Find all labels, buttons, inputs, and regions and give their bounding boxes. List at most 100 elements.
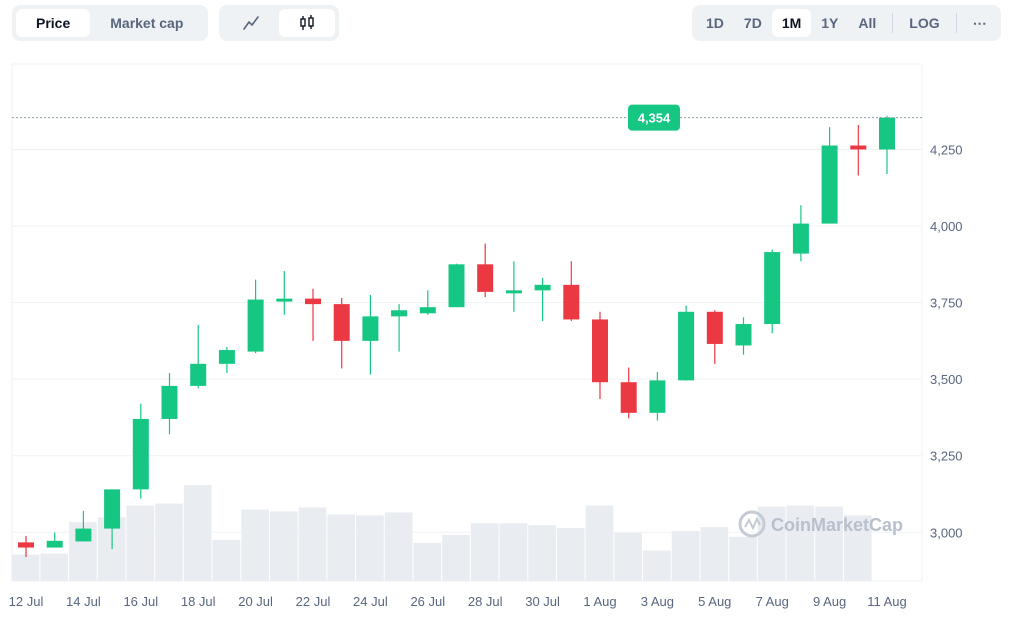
candle-body [75,528,92,542]
volume-bar [298,507,327,581]
candle-body [764,252,781,325]
current-price-marker: 4,354 [12,104,922,131]
volume-bar [671,531,700,581]
volume-bar [700,527,729,581]
candle-body [620,382,637,413]
y-tick-label: 4,250 [930,142,963,157]
candle-body [706,311,723,344]
x-tick-label: 22 Jul [296,594,331,609]
volume-bar [786,505,815,581]
volume-bar [585,505,614,581]
watermark-text: CoinMarketCap [771,515,903,535]
volume-bar [413,542,442,581]
x-tick-label: 26 Jul [410,594,445,609]
candle-body [247,299,264,352]
candle-body [477,264,494,292]
x-tick-label: 14 Jul [66,594,101,609]
candle-body [534,284,551,291]
volume-bar [528,525,556,581]
candle-body [419,307,436,314]
candle-body [735,324,752,346]
range-1m-button[interactable]: 1M [771,9,812,37]
x-tick-label: 11 Aug [867,594,907,609]
candle-body [850,145,867,150]
line-chart-button[interactable] [223,9,279,37]
x-tick-label: 18 Jul [181,594,216,609]
candle-body [46,540,63,548]
chart-type-toggle [219,5,339,41]
volume-bar [729,536,757,581]
volume-bars [11,484,872,581]
price-marketcap-toggle: Price Market cap [12,5,208,41]
volume-bar [327,514,356,581]
x-tick-label: 3 Aug [641,594,674,609]
volume-bar [183,484,212,581]
coinmarketcap-logo-icon [738,510,766,538]
candle-body [448,264,465,308]
volume-bar [212,539,241,581]
volume-bar [499,523,528,581]
volume-bar [556,528,585,581]
candle-body [678,311,695,381]
y-tick-label: 3,500 [930,372,963,387]
tab-market-cap[interactable]: Market cap [110,15,184,31]
current-price-label: 4,354 [638,111,671,126]
candlestick-icon [300,15,314,30]
candlestick-button[interactable] [279,9,335,37]
volume-bar [442,534,470,581]
range-1d-button[interactable]: 1D [706,15,724,31]
volume-bar [356,515,384,581]
line-chart-icon [243,16,259,30]
x-tick-label: 7 Aug [756,594,789,609]
x-tick-label: 9 Aug [813,594,846,609]
range-all-button[interactable]: All [858,15,877,31]
x-tick-label: 1 Aug [583,594,616,609]
volume-bar [241,509,269,581]
time-range-toggle: 1D 7D 1M 1Y All LOG ⋯ [692,5,1001,41]
toolbar-divider [892,13,894,33]
y-axis: 3,000 3,250 3,500 3,750 4,000 4,250 [930,142,963,540]
range-1y-button[interactable]: 1Y [821,15,839,31]
grid-lines [11,63,923,582]
candle-body [563,284,580,320]
volume-bar [815,506,843,581]
candle-body [792,223,809,254]
volume-bar [614,532,643,581]
y-tick-label: 3,750 [930,296,963,311]
candle-body [104,489,121,529]
candle-body [132,418,149,490]
candle-body [505,290,522,294]
candle-body [18,542,34,548]
candle-body [391,310,408,317]
candle-body [276,298,293,302]
volume-bar [155,503,183,581]
volume-bar [843,515,872,581]
volume-bar [11,554,40,581]
current-price-badge [628,104,680,131]
chart-frame [11,63,923,582]
candle-body [592,319,608,383]
candle-body [305,298,321,305]
volume-bar [643,550,671,581]
candle-body [821,145,838,224]
candles [18,115,895,558]
more-options-button[interactable]: ⋯ [972,14,987,31]
x-axis: 12 Jul 14 Jul 16 Jul 18 Jul 20 Jul 22 Jul 24 J… [9,594,907,609]
tab-price[interactable]: Price [16,9,91,37]
x-tick-label: 24 Jul [353,594,388,609]
candle-body [190,363,207,386]
coinmarketcap-watermark: CoinMarketCap [738,510,903,538]
y-tick-label: 3,000 [930,525,963,540]
x-tick-label: 16 Jul [123,594,158,609]
candle-body [161,385,178,419]
volume-bar [269,511,298,581]
log-scale-button[interactable]: LOG [909,15,940,31]
y-tick-label: 4,000 [930,219,963,234]
range-7d-button[interactable]: 7D [743,15,762,31]
volume-bar [40,553,69,581]
volume-bar [126,505,155,581]
x-tick-label: 12 Jul [9,594,44,609]
candle-body [362,316,379,341]
x-tick-label: 28 Jul [468,594,503,609]
